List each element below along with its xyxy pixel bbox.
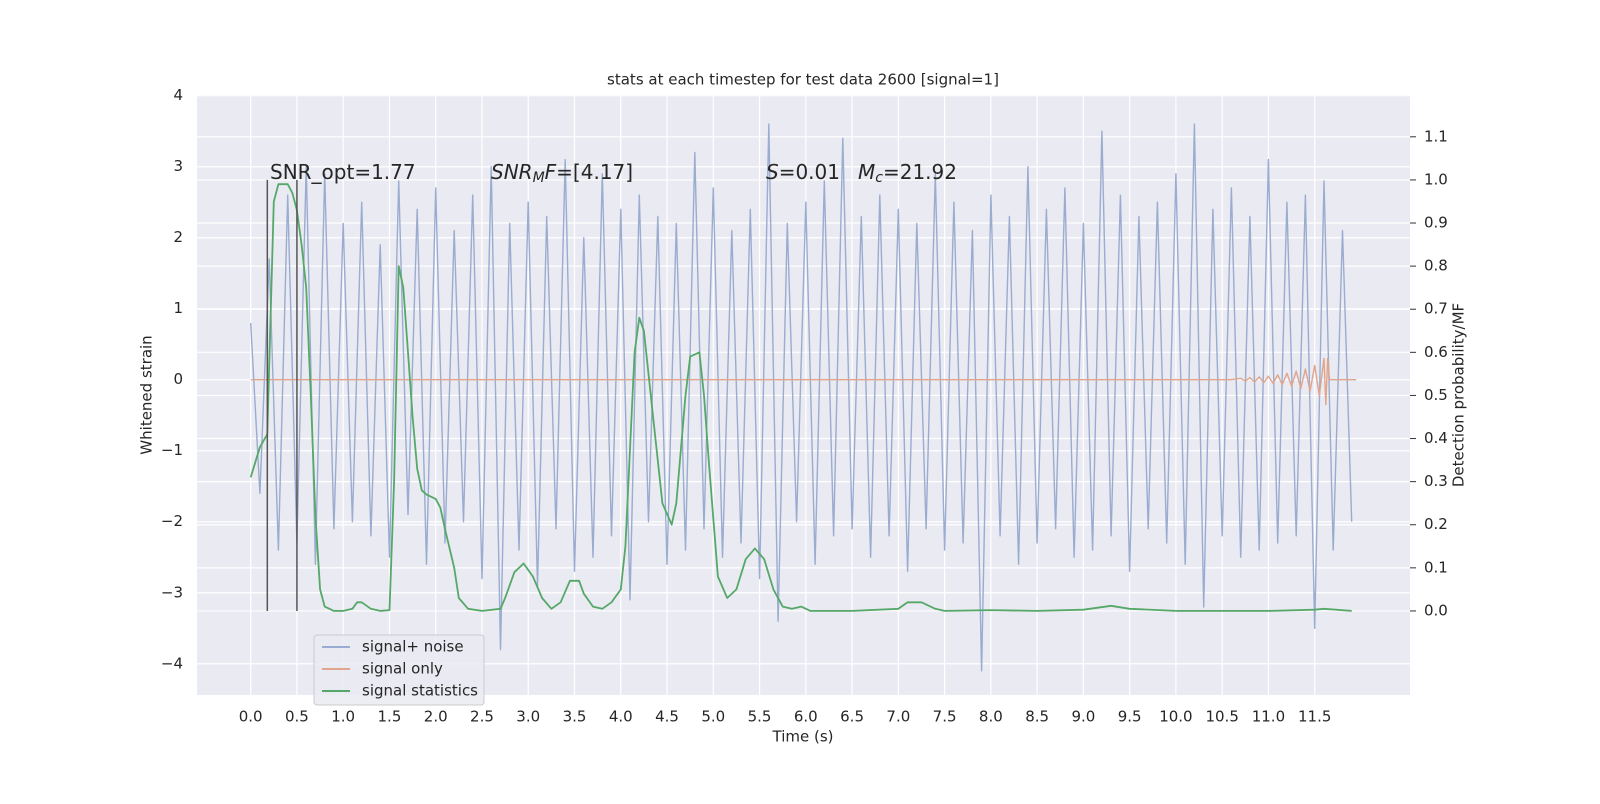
x-tick-label: 10.0 — [1159, 708, 1192, 726]
y-tick-label: 2 — [173, 228, 183, 246]
annotation: SNR_opt=1.77 — [270, 160, 416, 184]
x-tick-label: 7.0 — [886, 708, 910, 726]
x-tick-label: 1.0 — [331, 708, 355, 726]
chart-title: stats at each timestep for test data 260… — [607, 71, 999, 89]
legend-label: signal only — [362, 660, 443, 678]
annotation-part: SNR_opt=1.77 — [270, 160, 416, 184]
x-tick-label: 1.5 — [378, 708, 402, 726]
series-line — [249, 183, 1352, 612]
x-tick-label: 11.0 — [1252, 708, 1285, 726]
y2-tick-label: 0.5 — [1424, 386, 1448, 404]
x-tick-label: 0.0 — [239, 708, 263, 726]
legend-label: signal+ noise — [362, 638, 464, 656]
x-tick-label: 11.5 — [1298, 708, 1331, 726]
annotation: SNRMF=[4.17] — [491, 160, 633, 187]
annotation-part: F — [545, 160, 557, 184]
x-axis-label: Time (s) — [772, 728, 834, 746]
x-tick-label: 6.5 — [840, 708, 864, 726]
annotation-part: M — [858, 160, 875, 184]
series-line — [250, 357, 1357, 406]
legend-label: signal statistics — [362, 682, 478, 700]
x-tick-label: 2.0 — [424, 708, 448, 726]
y2-tick-label: 0.7 — [1424, 300, 1448, 318]
x-tick-label: 0.5 — [285, 708, 309, 726]
grid — [197, 95, 1410, 695]
y2-tick-label: 0.1 — [1424, 558, 1448, 576]
y2-tick-label: 0.4 — [1424, 429, 1448, 447]
x-tick-label: 4.5 — [655, 708, 679, 726]
annotation-part: =0.01 — [779, 160, 840, 184]
legend: signal+ noise signal only signal statistic… — [313, 634, 485, 706]
annotation: Mc=21.92 — [858, 160, 957, 187]
y2-tick-label: 0.2 — [1424, 515, 1448, 533]
series-line — [250, 123, 1353, 672]
y-axis-label: Whitened strain — [138, 335, 156, 454]
y-tick-label: −4 — [161, 654, 183, 672]
x-tick-label: 3.0 — [516, 708, 540, 726]
y-tick-label: 0 — [173, 370, 183, 388]
x-tick-label: 4.0 — [609, 708, 633, 726]
annotation-part: S — [766, 160, 779, 184]
y2-axis-label: Detection probability/MF — [1450, 303, 1468, 487]
y-tick-label: −1 — [161, 441, 183, 459]
y-tick-label: −3 — [161, 583, 183, 601]
x-tick-label: 3.5 — [563, 708, 587, 726]
y2-tick-label: 0.9 — [1424, 214, 1448, 232]
x-tick-label: 5.5 — [748, 708, 772, 726]
x-tick-label: 8.0 — [979, 708, 1003, 726]
annotation-part: M — [533, 170, 545, 186]
y-tick-label: 1 — [173, 299, 183, 317]
legend-box — [313, 634, 485, 706]
y2-tick-label: 0.3 — [1424, 472, 1448, 490]
y2-tick-label: 1.0 — [1424, 170, 1448, 188]
annotation-part: =21.92 — [883, 160, 957, 184]
x-tick-label: 7.5 — [933, 708, 957, 726]
x-tick-label: 9.0 — [1071, 708, 1095, 726]
annotation: S=0.01 — [766, 160, 840, 184]
y2-tick-label: 0.0 — [1424, 601, 1448, 619]
y-tick-label: 4 — [173, 86, 183, 104]
annotation-part: c — [875, 170, 883, 186]
y2-tick-label: 0.6 — [1424, 343, 1448, 361]
annotation-part: SNR — [491, 160, 533, 184]
annotation-part: =[4.17] — [556, 160, 633, 184]
y2-tick-label: 1.1 — [1424, 127, 1448, 145]
x-tick-label: 2.5 — [470, 708, 494, 726]
x-tick-label: 10.5 — [1205, 708, 1238, 726]
y-tick-label: −2 — [161, 512, 183, 530]
x-tick-label: 6.0 — [794, 708, 818, 726]
x-tick-label: 9.5 — [1118, 708, 1142, 726]
x-tick-label: 8.5 — [1025, 708, 1049, 726]
y-tick-label: 3 — [173, 157, 183, 175]
x-tick-label: 5.0 — [701, 708, 725, 726]
marks — [249, 123, 1357, 672]
y2-tick-label: 0.8 — [1424, 257, 1448, 275]
